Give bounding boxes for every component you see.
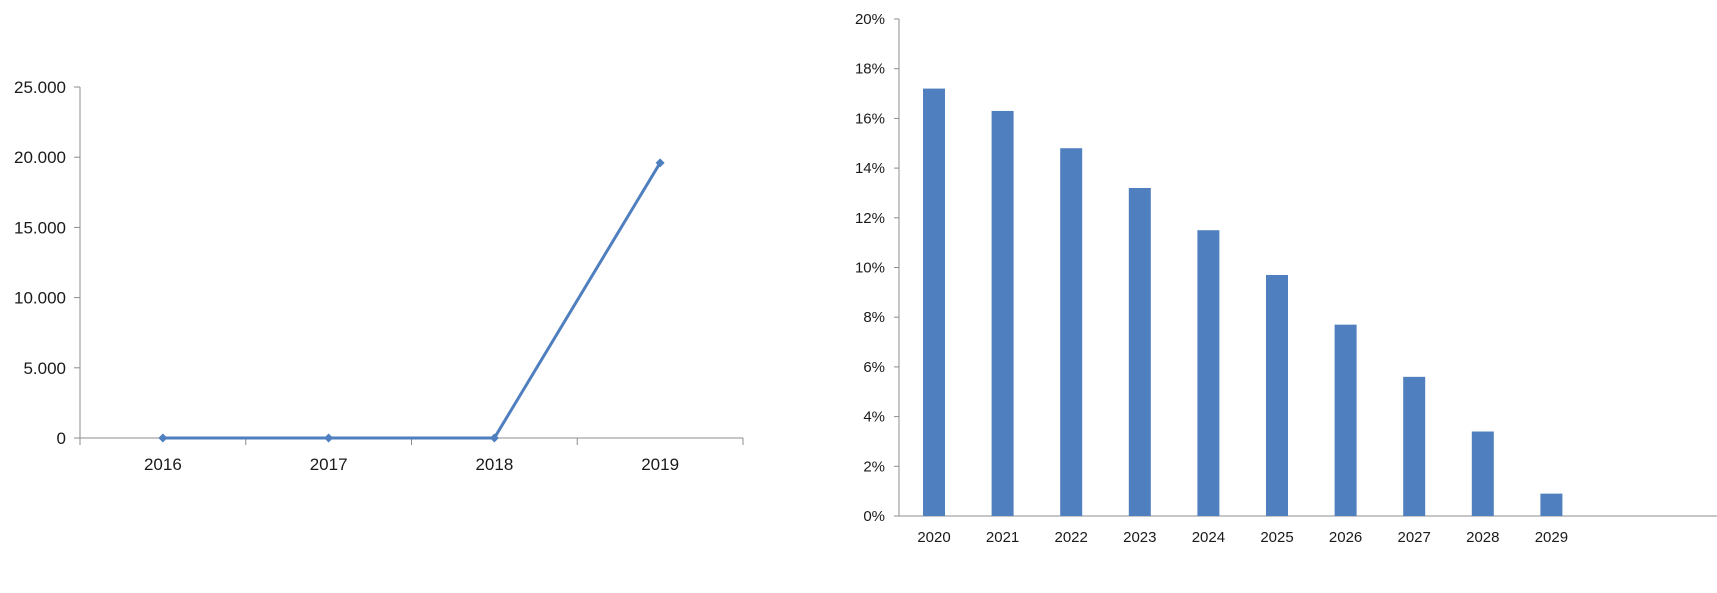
bar-y-tick-label: 8% <box>863 309 885 326</box>
bar-x-tick-label: 2026 <box>1329 529 1362 546</box>
bar-y-tick-label: 12% <box>855 210 885 227</box>
bar-y-tick-label: 6% <box>863 359 885 376</box>
line-point <box>158 433 168 443</box>
line-point <box>489 433 499 443</box>
bar <box>1128 187 1151 517</box>
line-y-tick-label: 0 <box>57 429 66 448</box>
bar-y-tick-label: 10% <box>855 260 885 277</box>
line-point <box>324 433 334 443</box>
line-x-tick-label: 2017 <box>310 455 348 474</box>
bar <box>1540 493 1563 516</box>
bar-x-tick-label: 2025 <box>1260 529 1293 546</box>
bar-x-tick-label: 2027 <box>1398 529 1431 546</box>
bar-chart: 0% 2% 4% 6% 8% 10% 12% 14% 16% 18% 20% 2020 2021 2022… <box>855 11 1717 546</box>
bar-y-tick-label: 4% <box>863 409 885 426</box>
bar-x-tick-label: 2028 <box>1466 529 1499 546</box>
bar-y-tick-label: 18% <box>855 61 885 78</box>
bar <box>991 110 1014 516</box>
bar-y-tick-label: 0% <box>863 508 885 525</box>
line-series <box>162 162 662 440</box>
line-x-tick-label: 2019 <box>641 455 679 474</box>
bar <box>1197 230 1220 516</box>
bar-x-tick-label: 2024 <box>1192 529 1225 546</box>
bar <box>1471 431 1494 516</box>
line-y-tick-label: 25.000 <box>14 78 66 97</box>
bar <box>1334 324 1357 516</box>
bar-x-tick-label: 2021 <box>986 529 1019 546</box>
bar-y-tick-label: 2% <box>863 458 885 475</box>
line-y-tick-label: 20.000 <box>14 148 66 167</box>
bar-x-tick-label: 2022 <box>1055 529 1088 546</box>
bar-y-tick-label: 20% <box>855 11 885 28</box>
bar-x-tick-label: 2023 <box>1123 529 1156 546</box>
line-chart: 0 5.000 10.000 15.000 20.000 25.000 2016 2017 20… <box>14 78 744 474</box>
bar-x-tick-label: 2029 <box>1535 529 1568 546</box>
line-y-tick-label: 10.000 <box>14 289 66 308</box>
line-point <box>655 158 665 168</box>
line-x-tick-label: 2016 <box>144 455 182 474</box>
bar <box>1403 376 1426 516</box>
bar <box>1266 274 1288 516</box>
bar-y-tick-label: 14% <box>855 160 885 177</box>
line-x-tick-label: 2018 <box>475 455 513 474</box>
bar <box>923 88 945 516</box>
bar-x-tick-label: 2020 <box>917 529 950 546</box>
bar-y-tick-label: 16% <box>855 110 885 127</box>
line-y-tick-label: 5.000 <box>23 359 66 378</box>
bar <box>1060 148 1083 516</box>
line-y-tick-label: 15.000 <box>14 218 66 237</box>
